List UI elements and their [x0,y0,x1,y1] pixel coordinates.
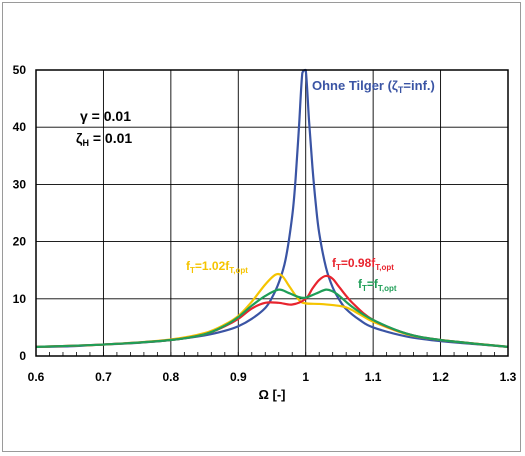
gamma-annotation: γ = 0.01 [80,108,131,124]
zeta-symbol: ζ [76,130,83,146]
series-label-ft-098: fT=0.98fT,opt [332,256,394,272]
series-label-ohne-tilger-main: Ohne Tilger (ζ [312,78,398,93]
y-tick-label-0: 0 [19,349,26,363]
x-axis-label: Ω [-] [258,387,285,402]
zeta-annotation: ζH = 0.01 [76,130,132,148]
series-label-ft-098-tail: =0.98f [341,256,376,270]
series-label-ft-098-sub2: T,opt [375,263,394,272]
series-label-ft-102-tail: =1.02f [195,259,230,273]
x-tick-label-6: 1.2 [432,370,449,384]
x-tick-label-2: 0.8 [163,370,180,384]
x-tick-label-0: 0.6 [28,370,45,384]
series-label-ft-098-sub: T [336,263,341,272]
series-line-1 [35,272,509,348]
x-tick-labels: 0.6 0.7 0.8 0.9 1 1.1 1.2 1.3 [28,370,517,384]
y-tick-label-4: 40 [13,120,27,134]
series-label-ft-102-sub: T [190,266,195,275]
series-label-ft-opt: fT=fT,opt [358,277,397,293]
x-tick-label-3: 0.9 [230,370,247,384]
series-label-ohne-tilger-tail: =inf.) [403,78,434,93]
series-label-ft-098-main: f [332,256,337,270]
series-line-0 [35,68,509,348]
series-label-ft-opt-main: f [358,277,363,291]
x-tick-label-4: 1 [302,370,309,384]
series-label-ohne-tilger-sub: T [398,85,404,95]
plot-area [36,70,508,356]
y-tick-label-5: 50 [13,63,27,77]
x-tick-label-7: 1.3 [500,370,517,384]
zeta-value: = 0.01 [89,130,132,146]
series-line-3 [35,288,509,348]
chart-frame [2,2,521,452]
y-tick-label-1: 10 [13,292,27,306]
series-label-ft-102-sub2: T,opt [229,266,248,275]
series-label-ft-102-main: f [186,259,191,273]
series-label-ft-102: fT=1.02fT,opt [186,259,248,275]
plot-border [35,69,509,357]
series-lines [35,68,509,348]
zeta-subscript: H [82,138,89,148]
y-tick-label-3: 30 [13,177,27,191]
series-label-ft-opt-sub: T [362,284,367,293]
series-label-ft-opt-tail: =f [367,277,379,291]
series-label-ohne-tilger: Ohne Tilger (ζT=inf.) [312,78,435,95]
y-tick-labels: 0 10 20 30 40 50 [13,63,27,363]
series-label-ft-opt-sub2: T,opt [378,284,397,293]
x-tick-label-5: 1.1 [365,370,382,384]
x-tick-label-1: 0.7 [95,370,112,384]
y-tick-label-2: 20 [13,235,27,249]
